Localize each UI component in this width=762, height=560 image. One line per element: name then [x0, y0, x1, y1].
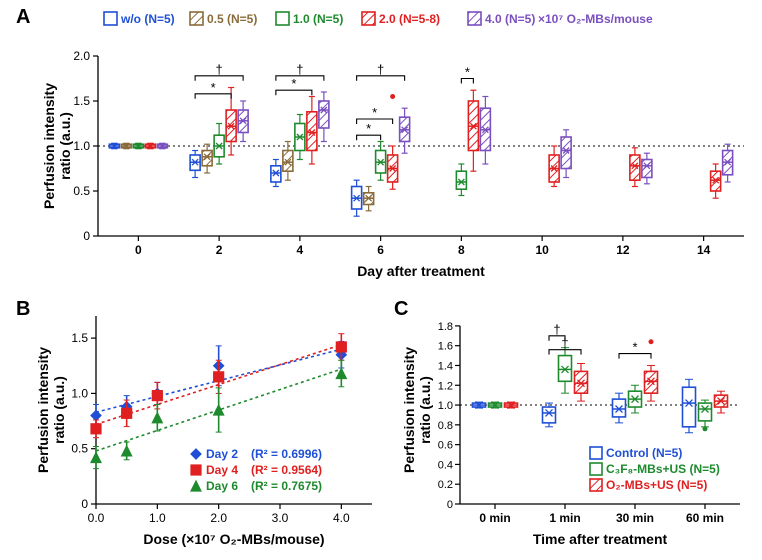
svg-text:1.0: 1.0: [73, 139, 90, 153]
svg-text:Day 6: Day 6: [206, 479, 238, 493]
svg-text:†: †: [377, 62, 384, 77]
svg-text:Day after treatment: Day after treatment: [357, 263, 485, 279]
svg-text:4.0: 4.0: [333, 511, 350, 525]
svg-text:†: †: [561, 336, 568, 351]
svg-text:*: *: [291, 76, 296, 91]
svg-text:0: 0: [81, 497, 88, 511]
svg-text:0.8: 0.8: [438, 420, 453, 432]
svg-text:*: *: [366, 121, 371, 136]
svg-text:1.0: 1.0: [149, 511, 166, 525]
svg-text:†: †: [216, 62, 223, 77]
svg-text:Time after treatment: Time after treatment: [533, 531, 668, 547]
svg-text:Dose (×10⁷ O₂-MBs/mouse): Dose (×10⁷ O₂-MBs/mouse): [143, 531, 324, 547]
svg-text:*: *: [632, 340, 637, 355]
svg-text:10: 10: [535, 243, 549, 257]
svg-text:1.0: 1.0: [71, 386, 88, 400]
svg-text:Perfusion intensity: Perfusion intensity: [401, 347, 417, 473]
svg-text:Day 4: Day 4: [206, 463, 238, 477]
svg-text:w/o (N=5): w/o (N=5): [120, 12, 175, 26]
svg-text:†: †: [553, 322, 560, 337]
svg-text:0.5 (N=5): 0.5 (N=5): [207, 12, 257, 26]
svg-text:Perfusion intensity: Perfusion intensity: [41, 83, 57, 209]
panel-B-chart: 0 0.5 1.0 1.5 0.0 1.0 2.0 3.0 4.0 Perfusion inten…: [30, 296, 390, 556]
svg-text:Day 2: Day 2: [206, 447, 238, 461]
svg-text:(R² = 0.9564): (R² = 0.9564): [251, 463, 322, 477]
panel-C-chart: 0 0.2 0.4 0.6 0.8 1.0 1.2 1.4 1.6 1.8 Perfusion in…: [400, 296, 756, 556]
svg-text:2.0: 2.0: [210, 511, 227, 525]
svg-text:(R² = 0.7675): (R² = 0.7675): [251, 479, 322, 493]
svg-text:2.0 (N=5-8): 2.0 (N=5-8): [379, 12, 440, 26]
svg-text:Perfusion intensity: Perfusion intensity: [35, 347, 51, 473]
panel-label-B: B: [16, 298, 30, 321]
svg-text:0: 0: [447, 499, 453, 511]
svg-text:1 min: 1 min: [549, 511, 580, 525]
svg-text:14: 14: [697, 243, 711, 257]
svg-text:0.2: 0.2: [438, 479, 453, 491]
svg-text:ratio (a.u.): ratio (a.u.): [51, 376, 67, 444]
svg-text:1.4: 1.4: [438, 360, 453, 372]
svg-text:1.2: 1.2: [438, 380, 453, 392]
svg-text:0.4: 0.4: [438, 459, 453, 471]
svg-text:2: 2: [216, 243, 223, 257]
svg-text:*: *: [211, 80, 216, 95]
panel-label-A: A: [16, 6, 30, 29]
svg-text:1.5: 1.5: [71, 331, 88, 345]
svg-text:ratio (a.u.): ratio (a.u.): [417, 376, 433, 444]
svg-text:4.0 (N=5): 4.0 (N=5): [485, 12, 535, 26]
svg-text:60 min: 60 min: [686, 511, 724, 525]
svg-text:†: †: [296, 62, 303, 77]
svg-text:0 min: 0 min: [479, 511, 510, 525]
svg-text:Control (N=5): Control (N=5): [606, 446, 682, 460]
svg-text:O₂-MBs+US (N=5): O₂-MBs+US (N=5): [606, 478, 707, 492]
svg-text:1.0 (N=5): 1.0 (N=5): [293, 12, 343, 26]
svg-text:1.5: 1.5: [73, 94, 90, 108]
svg-text:C₃F₈-MBs+US (N=5): C₃F₈-MBs+US (N=5): [606, 462, 720, 476]
svg-text:1.8: 1.8: [438, 321, 453, 333]
svg-text:4: 4: [297, 243, 304, 257]
svg-text:0.5: 0.5: [73, 184, 90, 198]
svg-text:×10⁷ O₂-MBs/mouse: ×10⁷ O₂-MBs/mouse: [538, 12, 653, 26]
panel-A-chart: w/o (N=5) 0.5 (N=5) 1.0 (N=5) 2.0 (N=5-8) 4.…: [34, 6, 754, 286]
svg-text:8: 8: [458, 243, 465, 257]
svg-text:0: 0: [135, 243, 142, 257]
svg-text:0.6: 0.6: [438, 440, 453, 452]
svg-text:(R² = 0.6996): (R² = 0.6996): [251, 447, 322, 461]
svg-text:0.5: 0.5: [71, 442, 88, 456]
svg-text:2.0: 2.0: [73, 49, 90, 63]
svg-text:*: *: [372, 105, 377, 120]
svg-text:3.0: 3.0: [272, 511, 289, 525]
svg-text:6: 6: [377, 243, 384, 257]
svg-text:1.6: 1.6: [438, 341, 453, 353]
svg-text:0: 0: [83, 229, 90, 243]
svg-text:30 min: 30 min: [616, 511, 654, 525]
svg-text:12: 12: [616, 243, 630, 257]
svg-text:1.0: 1.0: [438, 400, 453, 412]
svg-text:0.0: 0.0: [88, 511, 105, 525]
svg-text:*: *: [465, 65, 470, 80]
svg-text:ratio (a.u.): ratio (a.u.): [57, 112, 73, 180]
